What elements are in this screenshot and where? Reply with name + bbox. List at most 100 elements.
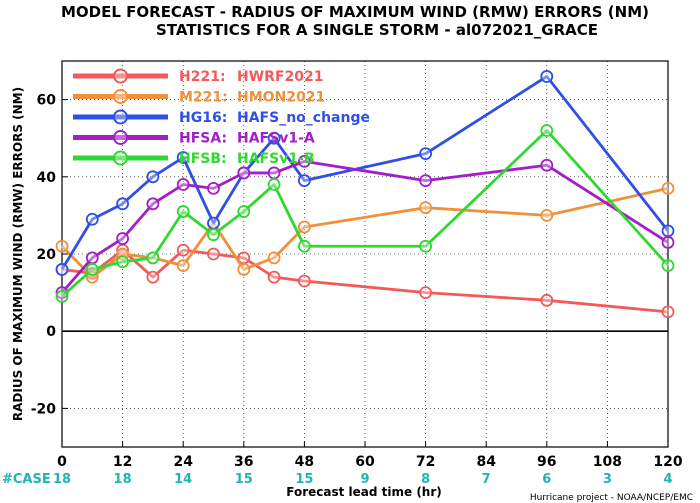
case-row-label: #CASE xyxy=(2,472,51,487)
x-tick-label: 36 xyxy=(234,454,253,470)
chart-title-line1: MODEL FORECAST - RADIUS OF MAXIMUM WIND … xyxy=(61,3,649,21)
data-point xyxy=(176,205,190,218)
legend-model: HAFSv1-A xyxy=(237,131,315,147)
data-point xyxy=(85,263,99,276)
data-point xyxy=(419,239,433,253)
x-tick-label: 96 xyxy=(537,454,556,470)
legend-entry: M221: HMON2021 xyxy=(73,89,325,106)
case-count: 6 xyxy=(542,472,551,487)
data-point xyxy=(419,286,433,300)
legend-code: H221: xyxy=(179,69,226,85)
legend-code: M221: xyxy=(179,90,228,106)
data-point xyxy=(176,259,190,272)
data-point xyxy=(297,274,311,288)
data-point xyxy=(297,239,311,253)
case-count: 18 xyxy=(114,472,132,487)
legend-code: HFSB: xyxy=(179,151,227,167)
legend-entry: H221: HWRF2021 xyxy=(73,68,323,85)
y-tick-label: 0 xyxy=(46,324,56,340)
data-point xyxy=(146,197,160,211)
data-point xyxy=(176,178,190,191)
data-point xyxy=(176,151,190,164)
data-point xyxy=(661,236,675,249)
legend-swatch-marker xyxy=(113,109,128,125)
data-point xyxy=(237,205,251,218)
data-point xyxy=(55,239,69,253)
y-tick-label: 40 xyxy=(37,170,57,186)
chart-title-line2: STATISTICS FOR A SINGLE STORM - al072021… xyxy=(156,21,598,39)
data-point xyxy=(297,174,311,188)
x-tick-label: 60 xyxy=(355,454,375,470)
legend-swatch-marker xyxy=(113,150,128,166)
x-tick-label: 12 xyxy=(113,454,132,470)
x-tick-label: 48 xyxy=(295,454,314,470)
legend-code: HG16: xyxy=(179,110,227,126)
data-point xyxy=(297,220,311,234)
data-point xyxy=(176,243,190,257)
data-point xyxy=(267,251,281,265)
data-point xyxy=(540,208,554,222)
x-tick-label: 108 xyxy=(593,454,622,470)
case-count: 3 xyxy=(603,472,612,487)
data-point xyxy=(419,147,433,161)
data-point xyxy=(55,263,69,276)
data-point xyxy=(540,124,554,137)
y-axis-label: RADIUS OF MAXIMUM WIND (RMW) ERRORS (NM) xyxy=(11,87,25,421)
legend-model: HMON2021 xyxy=(237,90,325,106)
data-point xyxy=(146,251,160,265)
data-point xyxy=(237,263,251,276)
footer-credit: Hurricane project - NOAA/NCEP/EMC xyxy=(530,493,693,503)
data-point xyxy=(207,181,220,195)
y-tick-label: -20 xyxy=(31,401,57,417)
x-axis-label: Forecast lead time (hr) xyxy=(286,485,442,499)
data-point xyxy=(267,131,281,145)
x-tick-label: 84 xyxy=(476,454,496,470)
data-point xyxy=(146,170,160,184)
data-point xyxy=(237,166,251,180)
legend-swatch-marker xyxy=(113,130,128,145)
y-tick-label: 20 xyxy=(37,247,57,263)
data-point xyxy=(267,270,281,284)
legend-code: HFSA: xyxy=(179,131,227,147)
x-tick-label: 120 xyxy=(653,454,682,470)
legend-entry: HG16: HAFS_no_change xyxy=(73,109,370,126)
data-point xyxy=(85,212,99,226)
case-count: 4 xyxy=(663,472,672,487)
legend-model: HAFSv1-B xyxy=(237,151,315,167)
case-count: 15 xyxy=(235,472,253,487)
data-point xyxy=(207,216,220,230)
case-count: 7 xyxy=(482,472,491,487)
data-point xyxy=(419,201,433,215)
legend-entry: HFSA: HAFSv1-A xyxy=(73,130,315,147)
data-point xyxy=(55,290,69,303)
case-count: 9 xyxy=(360,472,369,487)
x-tick-label: 24 xyxy=(173,454,193,470)
data-point xyxy=(85,251,99,265)
data-point xyxy=(661,224,675,238)
case-count: 15 xyxy=(295,472,313,487)
series-hfsa xyxy=(55,154,675,300)
case-count: 14 xyxy=(174,472,192,487)
case-count: 18 xyxy=(53,472,71,487)
legend-model: HAFS_no_change xyxy=(237,110,370,126)
data-point xyxy=(297,154,311,168)
legend-swatch-marker xyxy=(113,89,128,104)
x-tick-label: 72 xyxy=(416,454,435,470)
series-hfsb xyxy=(55,124,675,303)
data-point xyxy=(146,270,160,284)
data-point xyxy=(116,255,129,269)
data-point xyxy=(661,259,675,272)
data-point xyxy=(267,178,281,191)
data-point xyxy=(116,197,129,211)
data-point xyxy=(540,158,554,172)
y-tick-label: 60 xyxy=(37,93,57,109)
data-point xyxy=(207,228,220,242)
data-point xyxy=(661,305,675,319)
data-point xyxy=(419,174,433,188)
legend-model: HWRF2021 xyxy=(237,69,323,85)
legend-swatch-marker xyxy=(113,68,128,84)
x-tick-label: 0 xyxy=(57,454,67,470)
data-point xyxy=(267,166,281,180)
data-point xyxy=(207,247,220,261)
